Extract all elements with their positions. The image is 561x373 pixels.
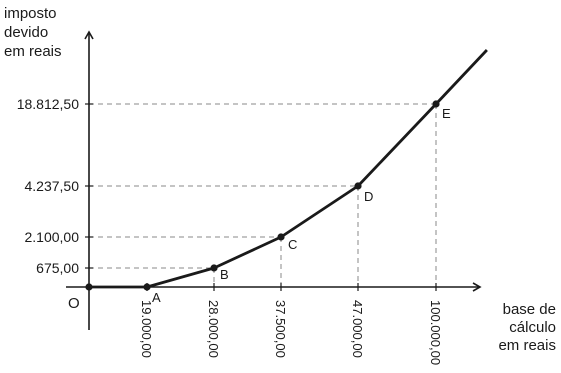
y-tick-label: 4.237,50: [25, 178, 80, 194]
y-tick-label: 675,00: [36, 260, 79, 276]
point-O: [85, 283, 93, 291]
point-E: [432, 100, 440, 108]
point-label-D: D: [364, 189, 373, 204]
y-axis-arrow: [84, 30, 94, 40]
x-axis-title: cálculo: [509, 319, 556, 336]
point-label-B: B: [220, 267, 229, 282]
x-axis-title: base de: [503, 301, 556, 318]
point-B: [210, 264, 218, 272]
x-axis-title: em reais: [498, 337, 556, 354]
point-A: [143, 283, 151, 291]
y-tick-label: 18.812,50: [17, 96, 79, 112]
x-tick-label: 19.000,00: [139, 300, 154, 358]
x-tick-label: 37.500,00: [273, 300, 288, 358]
reference-lines: [89, 103, 437, 287]
x-tick-label: 28.000,00: [206, 300, 221, 358]
y-axis-title: em reais: [4, 43, 62, 60]
point-label-C: C: [288, 237, 297, 252]
axes: [66, 30, 482, 330]
x-axis-arrow: [472, 282, 482, 292]
y-axis-title: devido: [4, 24, 48, 41]
origin-label: O: [68, 295, 80, 312]
point-C: [277, 233, 285, 241]
x-tick-label: 100.000,00: [428, 300, 443, 365]
point-label-A: A: [152, 290, 161, 305]
y-tick-label: 2.100,00: [25, 229, 80, 245]
data-points: [85, 100, 440, 291]
x-tick-label: 47.000,00: [350, 300, 365, 358]
point-D: [354, 182, 362, 190]
labels: A B C D E O 675,00 2.100,00 4.237,50 18.812,50 19.…: [4, 5, 556, 365]
point-label-E: E: [442, 106, 451, 121]
y-axis-title: imposto: [4, 5, 57, 22]
